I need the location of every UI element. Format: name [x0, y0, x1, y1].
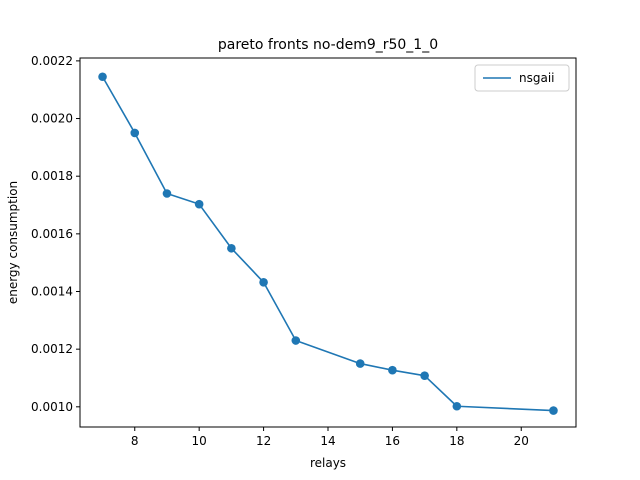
data-point [452, 401, 462, 411]
y-tick-label: 0.0022 [31, 54, 73, 68]
y-axis-ticks: 0.0010 0.0012 0.0014 0.0016 0.0018 0.0020 0.00… [31, 54, 80, 414]
legend: nsgaii [474, 64, 570, 92]
y-tick-label: 0.0020 [31, 112, 73, 126]
plot-area [80, 58, 576, 427]
data-point [162, 189, 172, 198]
x-axis-label: relays [310, 456, 346, 470]
data-point [98, 72, 107, 82]
y-axis-label: energy consumption [6, 181, 20, 304]
x-tick-label: 12 [256, 434, 271, 448]
y-tick-label: 0.0010 [31, 400, 73, 414]
data-point [227, 243, 236, 253]
legend-label: nsgaii [519, 71, 555, 85]
y-tick-label: 0.0012 [31, 342, 73, 356]
x-axis-ticks: 8 10 12 14 16 18 20 [131, 427, 529, 448]
data-point [194, 199, 204, 209]
data-point [355, 359, 365, 368]
data-point [549, 406, 558, 415]
series-line-nsgaii [101, 76, 554, 412]
series-group [98, 72, 558, 415]
x-tick-label: 18 [449, 434, 464, 448]
y-tick-label: 0.0018 [31, 169, 73, 183]
data-point [259, 277, 268, 287]
data-point [420, 371, 429, 380]
y-tick-label: 0.0016 [31, 227, 73, 241]
chart-title: pareto fronts no-dem9_r50_1_0 [218, 37, 438, 53]
x-tick-label: 8 [131, 434, 139, 448]
x-tick-label: 14 [320, 434, 335, 448]
data-point [388, 365, 397, 375]
plot-background [80, 58, 576, 427]
data-point [291, 336, 301, 345]
x-tick-label: 16 [385, 434, 400, 448]
x-tick-label: 20 [514, 434, 529, 448]
legend-box [474, 64, 570, 92]
x-tick-label: 10 [192, 434, 207, 448]
data-point [130, 128, 140, 138]
y-tick-label: 0.0014 [31, 285, 73, 299]
